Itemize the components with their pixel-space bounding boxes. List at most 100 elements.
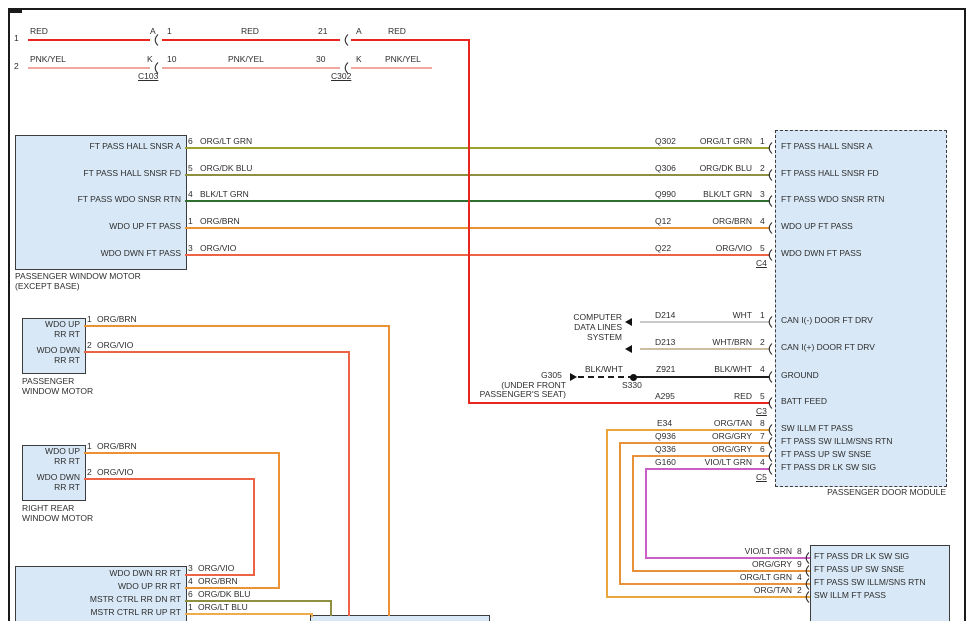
signal-label: WDO UP FT PASS (781, 221, 853, 231)
wire-color-label: BLK/WHT (714, 364, 752, 374)
circuit-code: Z921 (656, 364, 676, 374)
circuit-code: Q302 (655, 136, 676, 146)
wire-color-label: ORG/BRN (712, 216, 752, 226)
wire-color-label: WHT (732, 310, 752, 320)
wire-ground (634, 376, 770, 378)
component-label: PASSENGER WINDOW MOTOR (15, 271, 141, 281)
wire-color-label: PNK/YEL (228, 54, 264, 64)
module-pin-icon (766, 397, 773, 409)
wire-color-label: ORG/BRN (200, 216, 240, 226)
pin-number: 2 (760, 163, 765, 173)
pin-number: A (356, 26, 362, 36)
row-number: 1 (14, 33, 19, 43)
circuit-code: E34 (657, 418, 673, 428)
front-passenger-window-motor-box (15, 135, 187, 270)
wire-red-batt-feed (468, 402, 770, 404)
circuit-code: G305 (541, 370, 562, 380)
wire-color-label: ORG/GRY (712, 444, 752, 454)
wire-color-label: PNK/YEL (30, 54, 66, 64)
pin-number: 2 (87, 467, 92, 477)
signal-label: WDO DWN (36, 472, 80, 482)
signal-label: FT PASS SW ILLM/SNS RTN (781, 436, 893, 446)
wire-color-label: WHT/BRN (712, 337, 752, 347)
component-label: SYSTEM (587, 332, 622, 342)
pin-number: 5 (188, 163, 193, 173)
wire-wdo-up-ft-pass (185, 227, 770, 229)
wire-color-label: ORG/GRY (712, 431, 752, 441)
pin-number: 3 (188, 243, 193, 253)
frame-border (8, 8, 22, 13)
wire-color-label: RED (241, 26, 259, 36)
note-label: PASSENGER'S SEAT) (479, 389, 566, 399)
connector-pin-icon (803, 591, 810, 603)
pin-number: K (356, 54, 362, 64)
signal-label: RR RT (54, 456, 80, 466)
signal-label: FT PASS HALL SNSR A (89, 141, 182, 151)
pin-number: K (147, 54, 153, 64)
component-label: PASSENGER DOOR MODULE (827, 487, 946, 497)
module-pin-icon (766, 343, 773, 355)
wire-pnk-yel-feed (28, 67, 150, 69)
wire-can-minus (640, 321, 770, 323)
wire-rrwm-org-vio (253, 478, 255, 576)
wire-color-label: ORG/BRN (97, 441, 137, 451)
wire-org-gry-illm-rtn (619, 442, 621, 585)
inline-connector-icon (342, 62, 349, 74)
wire-mstr-org-lt-blu (311, 613, 313, 617)
wire-mstr-org-dk-blu (330, 600, 332, 616)
circuit-code: Q990 (655, 189, 676, 199)
pin-number: 4 (797, 572, 802, 582)
inline-connector-icon (152, 62, 159, 74)
pin-number: 2 (797, 585, 802, 595)
passenger-door-module-box (775, 130, 947, 487)
pin-number: A (150, 26, 156, 36)
signal-label: FT PASS WDO SNSR RTN (781, 194, 885, 204)
frame-border (8, 8, 966, 10)
wire-color-label: ORG/BRN (97, 314, 137, 324)
wire-color-label: VIO/LT GRN (744, 546, 792, 556)
wire-color-label: RED (388, 26, 406, 36)
pin-number: 1 (188, 216, 193, 226)
wire-mstr-org-dk-blu (185, 600, 332, 602)
passenger-window-motor-box (22, 318, 86, 374)
wire-color-label: BLK/LT GRN (200, 189, 249, 199)
connector-label: C3 (756, 406, 767, 416)
pin-number: 1 (87, 441, 92, 451)
frame-border (964, 8, 966, 621)
pin-number: 5 (760, 391, 765, 401)
bottom-center-component-box (310, 615, 490, 621)
signal-label: WDO DWN (36, 345, 80, 355)
signal-label: RR RT (54, 329, 80, 339)
signal-label: RR RT (54, 355, 80, 365)
wire-color-label: ORG/TAN (753, 585, 792, 595)
wire-org-gry-illm-rtn (619, 583, 810, 585)
module-pin-icon (766, 450, 773, 462)
wire-wdo-snsr-rtn (185, 200, 770, 202)
wire-red-feed (162, 39, 340, 41)
signal-label: WDO DWN FT PASS (100, 248, 181, 258)
circuit-code: S330 (622, 380, 642, 390)
wire-color-label: BLK/WHT (585, 364, 623, 374)
wire-color-label: ORG/VIO (198, 563, 235, 573)
pin-number: 6 (188, 589, 193, 599)
signal-label: FT PASS HALL SNSR FD (781, 168, 879, 178)
wire-hall-snsr-fd (185, 174, 770, 176)
module-pin-icon (766, 169, 773, 181)
pin-number: 1 (760, 136, 765, 146)
right-rear-window-motor-box (22, 445, 86, 501)
wire-mstr-org-vio (185, 574, 255, 576)
pin-number: 4 (760, 364, 765, 374)
wire-vio-lt-grn-lk-sig (645, 557, 810, 559)
component-label: PASSENGER (22, 376, 75, 386)
signal-label: FT PASS DR LK SW SIG (814, 551, 910, 561)
wire-mstr-org-brn (185, 587, 280, 589)
signal-label: SW ILLM FT PASS (781, 423, 853, 433)
signal-label: CAN I(-) DOOR FT DRV (781, 315, 873, 325)
splice-s330-dot-icon (630, 374, 637, 381)
signal-label: FT PASS UP SW SNSE (814, 564, 905, 574)
signal-label: MSTR CTRL RR DN RT (89, 594, 181, 604)
component-label: RIGHT REAR (22, 503, 75, 513)
wire-color-label: ORG/GRY (752, 559, 792, 569)
circuit-code: Q336 (655, 444, 676, 454)
